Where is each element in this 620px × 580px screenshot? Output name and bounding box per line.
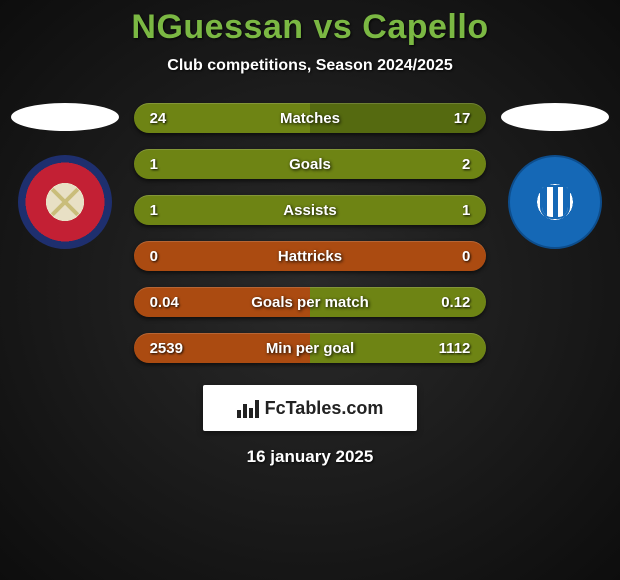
stat-left-value: 1 [150,202,158,219]
stat-label: Min per goal [266,340,354,357]
footer-date: 16 january 2025 [0,447,620,467]
stat-label: Matches [280,110,340,127]
stats-column: 24 Matches 17 1 Goals 2 1 Assists 1 0 Hattricks 0 0.… [134,103,487,363]
right-flag-ellipse [501,103,609,131]
right-side [496,103,614,249]
shield-icon [540,185,570,219]
bar-chart-icon [237,398,259,418]
stat-row: 0 Hattricks 0 [134,241,487,271]
stat-left-value: 1 [150,156,158,173]
stat-row: 2539 Min per goal 1112 [134,333,487,363]
stat-row: 0.04 Goals per match 0.12 [134,287,487,317]
stat-right-value: 17 [454,110,471,127]
main-layout: 24 Matches 17 1 Goals 2 1 Assists 1 0 Hattricks 0 0.… [0,103,620,363]
stat-row: 1 Goals 2 [134,149,487,179]
page-title: NGuessan vs Capello [0,8,620,47]
stat-label: Assists [283,202,336,219]
stat-row: 1 Assists 1 [134,195,487,225]
right-crest-icon [508,155,602,249]
badge-text: FcTables.com [265,398,384,419]
left-flag-ellipse [11,103,119,131]
stat-right-value: 1 [462,202,470,219]
stat-right-value: 0 [462,248,470,265]
stat-right-value: 1112 [439,340,471,357]
stat-right-value: 0.12 [441,294,470,311]
page-subtitle: Club competitions, Season 2024/2025 [0,57,620,75]
stat-row: 24 Matches 17 [134,103,487,133]
infographic-root: NGuessan vs Capello Club competitions, S… [0,0,620,580]
stat-label: Hattricks [278,248,342,265]
stat-left-value: 24 [150,110,167,127]
stat-label: Goals per match [251,294,369,311]
stat-label: Goals [289,156,331,173]
stat-left-value: 0 [150,248,158,265]
fctables-badge: FcTables.com [203,385,417,431]
stat-left-value: 0.04 [150,294,179,311]
stat-left-value: 2539 [150,340,183,357]
left-side [6,103,124,249]
left-crest-icon [18,155,112,249]
stat-right-value: 2 [462,156,470,173]
hammers-cross-icon [45,182,85,222]
